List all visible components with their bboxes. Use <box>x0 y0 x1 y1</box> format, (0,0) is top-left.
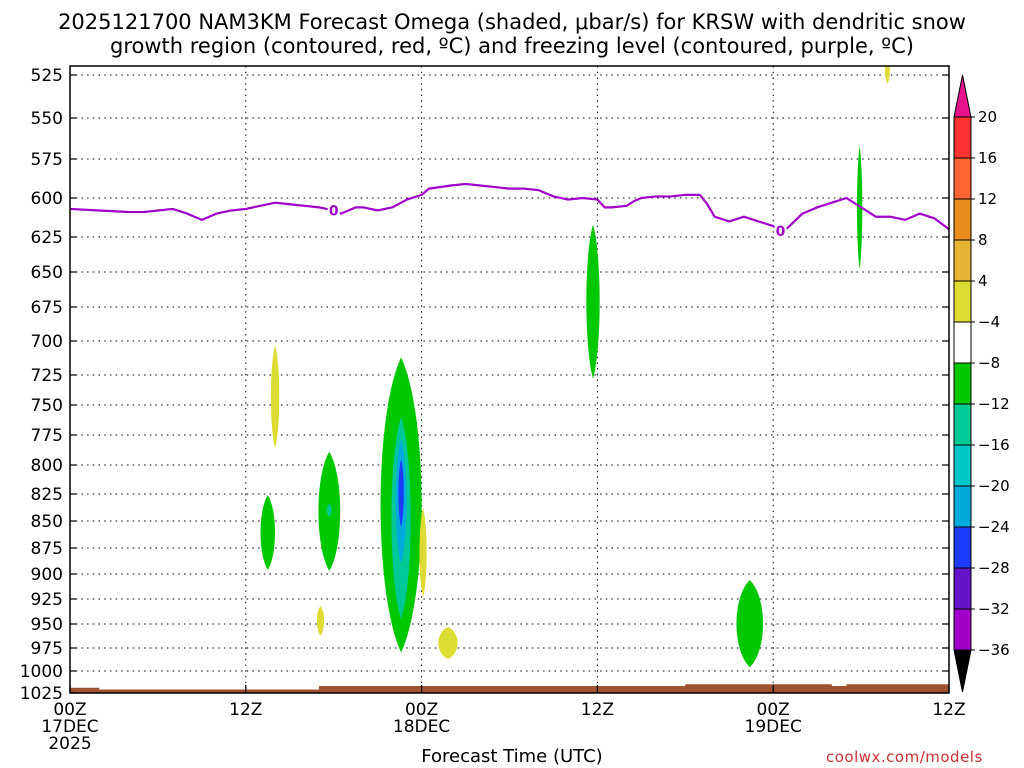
colorbar-swatch-5 <box>953 321 972 364</box>
colorbar-swatch-4 <box>953 280 972 323</box>
x-tick-label-0-line3: 2025 <box>48 734 92 754</box>
x-tick-label-4-line1: 00Z <box>756 700 790 720</box>
y-tick-label-875: 875 <box>31 539 63 559</box>
x-tick-label-2-line1: 00Z <box>404 700 439 720</box>
omega-region-0 <box>260 495 276 570</box>
y-tick-label-900: 900 <box>31 565 63 585</box>
colorbar-label-7: −12 <box>978 395 1010 413</box>
colorbar-label-5: −4 <box>978 313 1000 331</box>
y-tick-label-1000: 1000 <box>20 662 63 682</box>
y-tick-label-825: 825 <box>31 485 63 505</box>
colorbar-label-13: −36 <box>978 641 1010 659</box>
colorbar-swatch-10 <box>953 526 972 569</box>
colorbar-swatch-9 <box>953 485 972 528</box>
y-tick-label-575: 575 <box>31 150 63 170</box>
y-tick-label-550: 550 <box>31 109 63 129</box>
terrain-fill <box>70 684 949 693</box>
y-tick-label-700: 700 <box>31 332 63 352</box>
colorbar-label-0: 20 <box>978 108 997 126</box>
y-tick-label-525: 525 <box>31 66 63 86</box>
colorbar-label-3: 8 <box>978 231 988 249</box>
freezing-label-bg-0 <box>327 202 340 218</box>
y-tick-label-975: 975 <box>31 639 63 659</box>
x-tick-label-3-line1: 12Z <box>580 700 615 720</box>
omega-region-14 <box>885 66 890 84</box>
x-tick-label-0-line2: 17DEC <box>41 717 99 737</box>
x-axis-label: Forecast Time (UTC) <box>421 746 603 767</box>
omega-region-3 <box>326 503 332 517</box>
colorbar-label-1: 16 <box>978 149 997 167</box>
colorbar-swatch-6 <box>953 362 972 405</box>
colorbar-swatch-7 <box>953 403 972 446</box>
colorbar-label-2: 12 <box>978 190 997 208</box>
x-tick-label-0-line1: 00Z <box>53 700 87 720</box>
x-tick-label-4-line2: 19DEC <box>744 717 802 737</box>
colorbar-label-12: −32 <box>978 600 1010 618</box>
omega-region-9 <box>419 508 427 597</box>
colorbar-swatch-11 <box>953 567 972 610</box>
colorbar-swatch-8 <box>953 444 972 487</box>
colorbar-label-8: −16 <box>978 436 1010 454</box>
y-tick-label-1025: 1025 <box>20 684 63 704</box>
chart-title-line1: 2025121700 NAM3KM Forecast Omega (shaded… <box>58 10 966 34</box>
colorbar-swatch-3 <box>953 239 972 282</box>
colorbar-label-4: 4 <box>978 272 988 290</box>
y-tick-label-925: 925 <box>31 590 63 610</box>
freezing-level-label-1: 0 <box>776 224 786 240</box>
y-tick-label-800: 800 <box>31 456 63 476</box>
omega-region-8 <box>398 459 404 528</box>
y-tick-label-600: 600 <box>31 189 63 209</box>
omega-region-1 <box>270 345 280 449</box>
colorbar-label-11: −28 <box>978 559 1010 577</box>
omega-region-12 <box>736 580 764 668</box>
x-tick-label-5-line1: 12Z <box>932 700 966 720</box>
plot-frame <box>69 65 950 694</box>
x-tick-label-2-line2: 18DEC <box>392 717 451 737</box>
colorbar-swatch-1 <box>953 157 972 200</box>
colorbar-label-10: −24 <box>978 518 1010 536</box>
y-tick-label-625: 625 <box>31 228 63 248</box>
omega-region-4 <box>316 606 325 636</box>
colorbar-top-arrow <box>953 74 972 118</box>
freezing-label-bg-1 <box>774 222 787 238</box>
y-tick-label-675: 675 <box>31 298 63 318</box>
omega-region-11 <box>586 224 600 379</box>
colorbar-swatch-2 <box>953 198 972 241</box>
colorbar-label-6: −8 <box>978 354 1000 372</box>
omega-region-10 <box>438 626 458 660</box>
colorbar-bottom-arrow <box>953 649 972 693</box>
freezing-level-line <box>70 182 949 232</box>
y-tick-label-750: 750 <box>31 396 63 416</box>
y-tick-label-725: 725 <box>31 366 63 386</box>
colorbar-swatch-12 <box>953 608 972 651</box>
y-tick-label-850: 850 <box>31 512 63 532</box>
chart-title-line2: growth region (contoured, red, ºC) and f… <box>110 34 914 58</box>
site-credit: coolwx.com/models <box>826 748 983 766</box>
freezing-level-label-0: 0 <box>329 203 339 219</box>
colorbar-label-9: −20 <box>978 477 1010 495</box>
y-tick-label-650: 650 <box>31 263 63 283</box>
y-tick-label-950: 950 <box>31 615 63 635</box>
x-tick-label-1-line1: 12Z <box>229 700 263 720</box>
colorbar-swatch-0 <box>953 116 972 159</box>
y-tick-label-775: 775 <box>31 426 63 446</box>
